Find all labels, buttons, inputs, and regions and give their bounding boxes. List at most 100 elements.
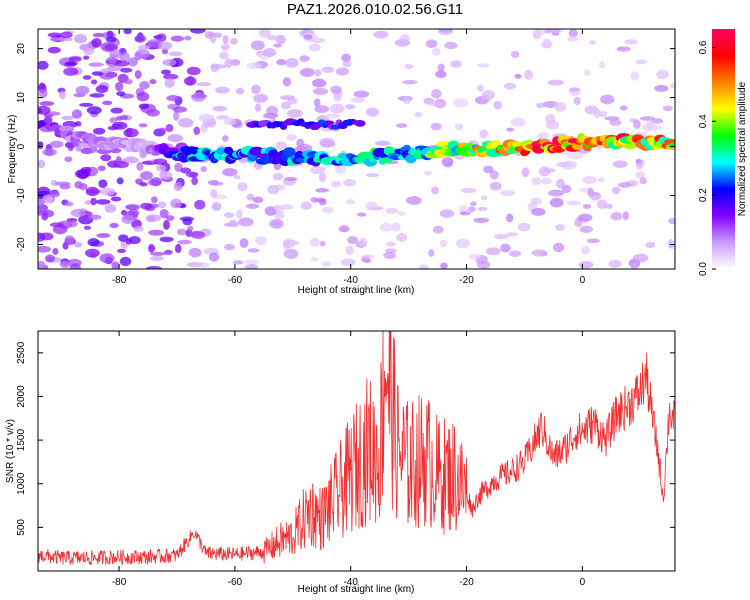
heatmap-noise-blob <box>578 261 594 269</box>
heatmap-noise-blob <box>200 123 208 133</box>
heatmap-noise-blob <box>38 245 52 253</box>
heatmap-noise-blob <box>70 208 87 218</box>
snr-y-tick-label: 1000 <box>16 472 27 495</box>
heatmap-noise-blob <box>385 207 399 214</box>
heatmap-noise-blob <box>282 77 292 87</box>
heatmap-noise-blob <box>432 225 444 234</box>
heatmap-noise-blob <box>662 105 673 112</box>
heatmap-noise-blob <box>136 161 144 171</box>
heatmap-noise-blob <box>42 194 54 204</box>
heatmap-noise-blob <box>600 94 615 105</box>
heatmap-noise-blob <box>300 201 312 210</box>
heatmap-noise-blob <box>283 248 299 259</box>
heatmap-noise-blob <box>166 95 180 102</box>
heatmap-noise-blob <box>86 106 102 115</box>
spectrogram-x-tick-label: -60 <box>228 275 243 286</box>
spectrogram-y-tick-label: -10 <box>16 188 27 203</box>
heatmap-noise-blob <box>303 34 313 40</box>
heatmap-noise-blob <box>251 84 261 95</box>
heatmap-noise-blob <box>111 261 120 269</box>
heatmap-noise-blob <box>616 46 631 52</box>
heatmap-noise-blob <box>190 29 206 34</box>
heatmap-noise-blob <box>329 103 345 114</box>
heatmap-noise-blob <box>148 229 165 236</box>
heatmap-noise-blob <box>509 250 522 257</box>
heatmap-noise-blob <box>299 55 310 62</box>
heatmap-noise-blob <box>253 93 269 103</box>
heatmap-noise-blob <box>450 60 462 68</box>
heatmap-noise-blob <box>113 60 130 67</box>
heatmap-noise-blob <box>503 82 517 90</box>
heatmap-noise-blob <box>138 103 150 110</box>
heatmap-noise-blob <box>115 81 124 92</box>
heatmap-noise-blob <box>568 29 578 38</box>
heatmap-noise-blob <box>85 188 101 194</box>
heatmap-noise-blob <box>159 127 167 135</box>
heatmap-noise-blob <box>493 101 503 110</box>
heatmap-noise-blob <box>315 188 330 193</box>
heatmap-noise-blob <box>178 117 194 128</box>
heatmap-noise-blob <box>630 71 640 81</box>
heatmap-noise-blob <box>573 96 581 106</box>
heatmap-noise-blob <box>454 123 464 131</box>
heatmap-noise-blob <box>609 119 622 126</box>
heatmap-noise-blob <box>439 239 447 248</box>
heatmap-noise-blob <box>111 121 128 130</box>
heatmap-noise-blob <box>99 253 115 264</box>
heatmap-noise-blob <box>385 241 396 247</box>
heatmap-noise-blob <box>554 101 567 112</box>
heatmap-noise-blob <box>109 222 119 229</box>
heatmap-noise-blob <box>588 40 597 45</box>
heatmap-noise-blob <box>632 119 641 130</box>
heatmap-noise-blob <box>254 236 267 246</box>
heatmap-noise-blob <box>158 41 173 51</box>
heatmap-noise-blob <box>210 189 218 198</box>
heatmap-noise-blob <box>246 203 259 209</box>
heatmap-noise-blob <box>216 115 229 120</box>
heatmap-noise-blob <box>157 201 167 209</box>
heatmap-noise-blob <box>150 251 166 256</box>
heatmap-noise-blob <box>191 92 206 102</box>
heatmap-noise-blob <box>579 225 594 234</box>
heatmap-noise-blob <box>467 206 476 213</box>
snr-frame <box>37 330 676 572</box>
heatmap-noise-blob <box>237 182 248 192</box>
heatmap-noise-blob <box>310 165 326 175</box>
heatmap-noise-blob <box>98 179 108 189</box>
heatmap-noise-blob <box>128 57 138 67</box>
heatmap-noise-blob <box>188 247 202 258</box>
heatmap-noise-blob <box>38 82 46 91</box>
heatmap-noise-blob <box>162 59 177 66</box>
heatmap-noise-blob <box>597 177 605 183</box>
heatmap-noise-blob <box>264 206 277 216</box>
heatmap-noise-blob <box>210 63 220 72</box>
heatmap-noise-blob <box>110 107 123 114</box>
heatmap-noise-blob <box>64 61 78 66</box>
heatmap-noise-blob <box>275 141 287 150</box>
heatmap-noise-blob <box>170 35 184 42</box>
heatmap-noise-blob <box>406 196 422 205</box>
heatmap-noise-blob <box>184 35 192 41</box>
heatmap-noise-blob <box>74 121 82 127</box>
heatmap-noise-blob <box>523 69 534 80</box>
heatmap-noise-blob <box>82 75 92 80</box>
heatmap-noise-blob <box>314 105 330 114</box>
heatmap-noise-blob <box>186 262 203 268</box>
heatmap-noise-blob <box>373 30 389 39</box>
heatmap-noise-blob <box>106 30 114 38</box>
heatmap-noise-blob <box>59 90 66 100</box>
heatmap-noise-blob <box>459 211 471 216</box>
heatmap-noise-blob <box>116 91 126 97</box>
heatmap-noise-blob <box>74 180 83 189</box>
heatmap-noise-blob <box>194 199 206 210</box>
heatmap-noise-blob <box>444 41 458 50</box>
heatmap-noise-blob <box>274 211 285 220</box>
heatmap-noise-blob <box>125 204 140 211</box>
heatmap-noise-blob <box>124 78 133 85</box>
heatmap-noise-blob <box>54 181 71 186</box>
snr-x-tick-label: 0 <box>580 577 586 588</box>
heatmap-noise-blob <box>343 179 356 187</box>
heatmap-noise-blob <box>363 258 372 264</box>
heatmap-noise-blob <box>331 180 342 188</box>
heatmap-noise-blob <box>430 122 442 131</box>
